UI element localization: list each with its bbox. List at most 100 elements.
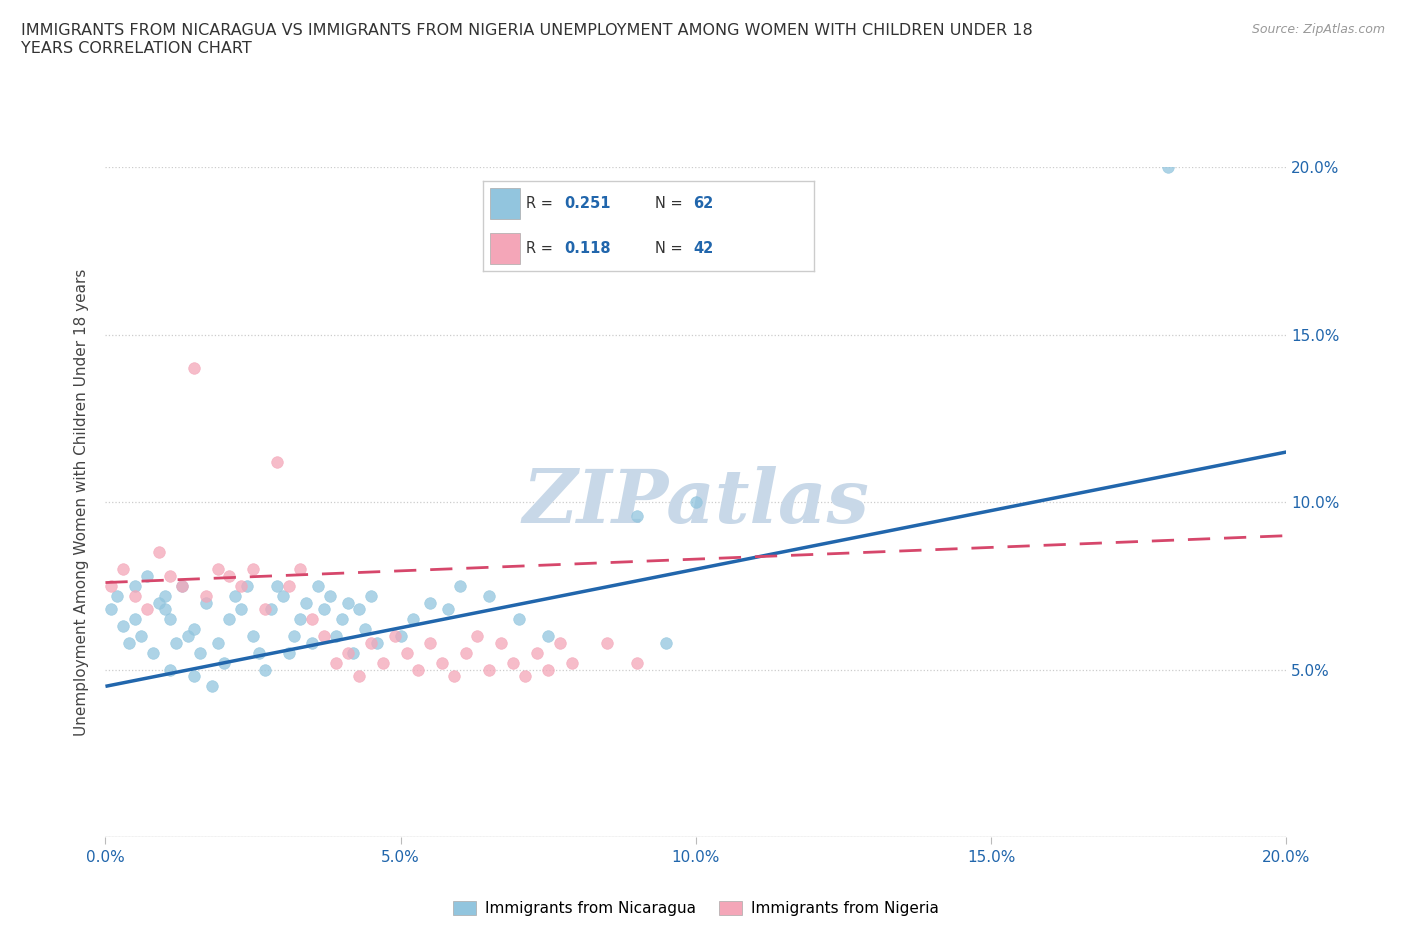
Point <box>159 568 181 583</box>
Point <box>685 495 707 510</box>
Point <box>100 578 122 593</box>
Legend: Immigrants from Nicaragua, Immigrants from Nigeria: Immigrants from Nicaragua, Immigrants fr… <box>447 895 945 923</box>
Point <box>194 589 217 604</box>
Point <box>1157 160 1180 175</box>
Point <box>395 645 418 660</box>
Point <box>100 602 122 617</box>
Point <box>118 635 141 650</box>
Point <box>561 656 583 671</box>
Point <box>437 602 460 617</box>
Point <box>253 602 276 617</box>
Point <box>325 656 347 671</box>
Point <box>207 562 229 577</box>
Point <box>266 578 288 593</box>
Point <box>478 589 501 604</box>
Point <box>537 662 560 677</box>
Point <box>207 635 229 650</box>
Point <box>655 635 678 650</box>
Point <box>319 589 342 604</box>
Point <box>177 629 200 644</box>
Y-axis label: Unemployment Among Women with Children Under 18 years: Unemployment Among Women with Children U… <box>75 269 90 736</box>
Point <box>354 622 377 637</box>
Point <box>389 629 412 644</box>
Point <box>526 645 548 660</box>
Point <box>401 612 423 627</box>
Point <box>626 508 648 523</box>
Point <box>360 589 382 604</box>
Point <box>301 635 323 650</box>
Text: Source: ZipAtlas.com: Source: ZipAtlas.com <box>1251 23 1385 36</box>
Point <box>443 669 465 684</box>
Point <box>290 612 312 627</box>
Point <box>105 589 128 604</box>
Text: IMMIGRANTS FROM NICARAGUA VS IMMIGRANTS FROM NIGERIA UNEMPLOYMENT AMONG WOMEN WI: IMMIGRANTS FROM NICARAGUA VS IMMIGRANTS … <box>21 23 1033 56</box>
Point <box>112 618 135 633</box>
Point <box>231 602 253 617</box>
Point <box>194 595 217 610</box>
Point <box>135 568 157 583</box>
Point <box>419 635 441 650</box>
Point <box>290 562 312 577</box>
Point <box>188 645 211 660</box>
Point <box>548 635 571 650</box>
Point <box>430 656 453 671</box>
Point <box>408 662 430 677</box>
Point <box>349 669 371 684</box>
Point <box>218 612 240 627</box>
Point <box>112 562 135 577</box>
Point <box>129 629 152 644</box>
Point <box>231 578 253 593</box>
Point <box>253 662 276 677</box>
Point <box>159 612 181 627</box>
Point <box>183 622 205 637</box>
Point <box>537 629 560 644</box>
Point <box>312 629 335 644</box>
Point <box>336 595 359 610</box>
Point <box>454 645 477 660</box>
Point <box>307 578 329 593</box>
Point <box>342 645 364 660</box>
Point <box>201 679 224 694</box>
Point <box>159 662 181 677</box>
Point <box>301 612 323 627</box>
Point <box>124 589 146 604</box>
Point <box>271 589 294 604</box>
Point <box>224 589 246 604</box>
Point <box>502 656 524 671</box>
Point <box>295 595 318 610</box>
Point <box>266 455 288 470</box>
Point <box>283 629 305 644</box>
Point <box>336 645 359 660</box>
Point <box>148 595 170 610</box>
Point <box>260 602 283 617</box>
Point <box>489 635 512 650</box>
Point <box>449 578 471 593</box>
Point <box>124 578 146 593</box>
Point <box>325 629 347 644</box>
Point <box>371 656 394 671</box>
Point <box>596 635 619 650</box>
Point <box>172 578 194 593</box>
Point <box>467 629 489 644</box>
Point <box>360 635 382 650</box>
Point <box>165 635 187 650</box>
Text: ZIPatlas: ZIPatlas <box>523 466 869 538</box>
Point <box>236 578 259 593</box>
Point <box>124 612 146 627</box>
Point <box>153 589 176 604</box>
Point <box>419 595 441 610</box>
Point <box>626 656 648 671</box>
Point <box>513 669 536 684</box>
Point <box>247 645 270 660</box>
Point <box>135 602 157 617</box>
Point <box>366 635 388 650</box>
Point <box>148 545 170 560</box>
Point <box>153 602 176 617</box>
Point <box>172 578 194 593</box>
Point <box>478 662 501 677</box>
Point <box>212 656 235 671</box>
Point <box>142 645 165 660</box>
Point <box>183 669 205 684</box>
Point <box>384 629 406 644</box>
Point <box>218 568 240 583</box>
